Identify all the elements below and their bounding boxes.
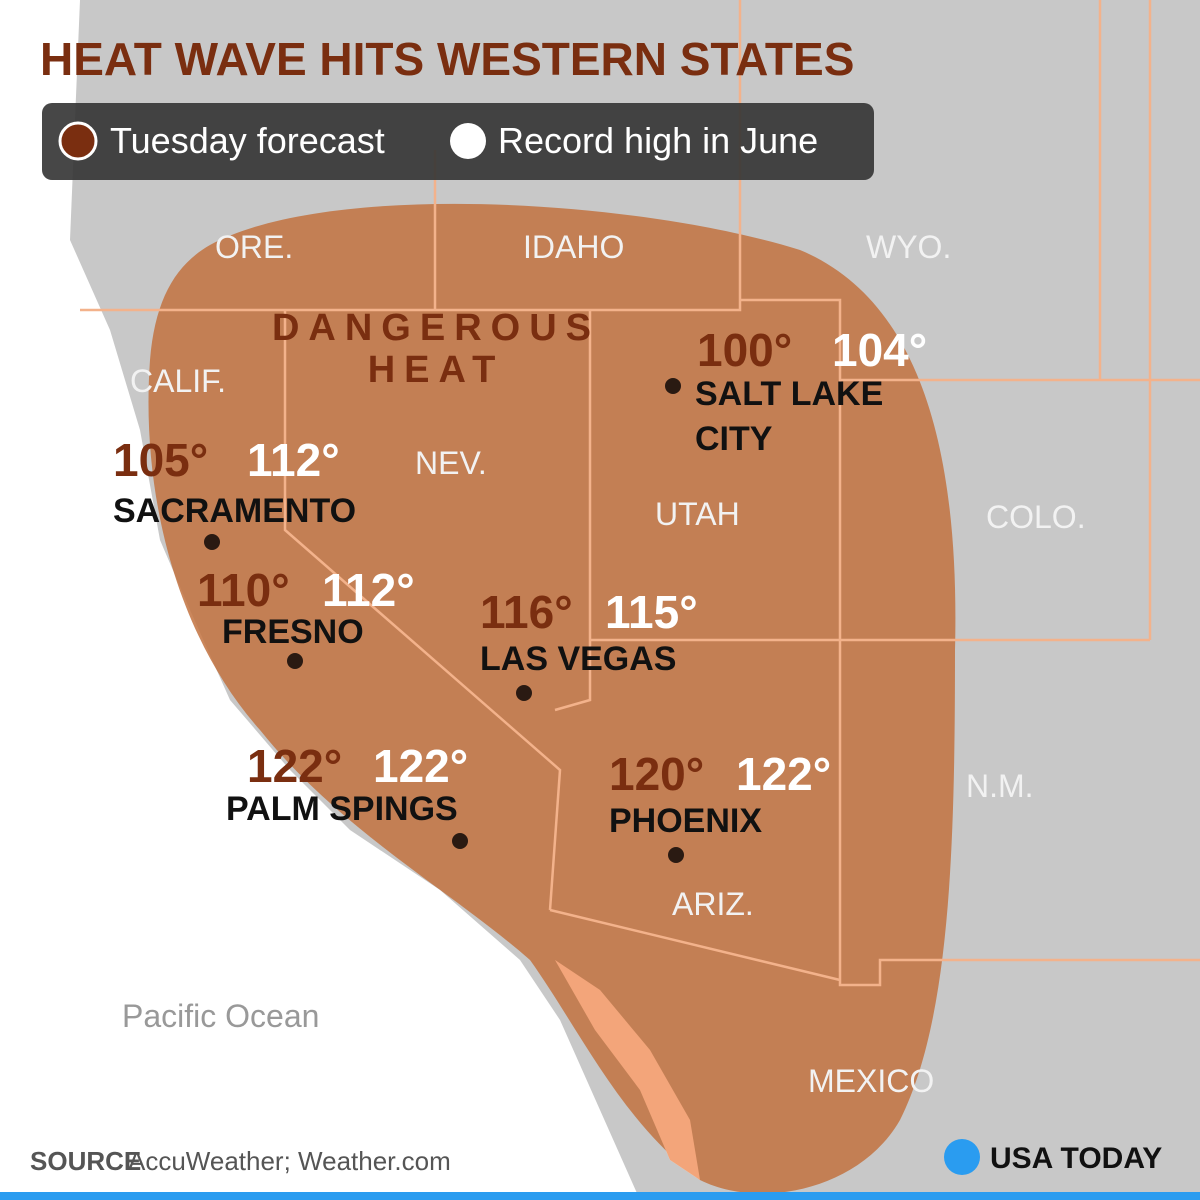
forecast-temp: 105°	[113, 434, 208, 486]
gulf-heat	[555, 960, 700, 1180]
city-name: LAS VEGAS	[480, 640, 676, 678]
legend-swatch	[58, 121, 98, 161]
legend-label: Record high in June	[498, 120, 818, 161]
city-name: SACRAMENTO	[113, 492, 356, 530]
state-label: UTAH	[655, 496, 740, 532]
city-name: PALM SPINGS	[226, 790, 458, 828]
state-label: ORE.	[215, 229, 293, 265]
state-label: ARIZ.	[672, 886, 754, 922]
forecast-temp: 100°	[697, 324, 792, 376]
state-label: WYO.	[866, 229, 951, 265]
city-name: PHOENIX	[609, 802, 762, 840]
city-dot	[204, 534, 220, 550]
record-temp: 122°	[736, 748, 831, 800]
region-label: HEAT	[368, 349, 505, 391]
source: AccuWeather; Weather.com	[128, 1146, 451, 1176]
bottom-bar	[0, 1192, 1200, 1200]
city-dot	[287, 653, 303, 669]
city-name: CITY	[695, 420, 773, 458]
forecast-temp: 110°	[197, 564, 290, 616]
source-label: SOURCE	[30, 1146, 141, 1176]
city-dot	[516, 685, 532, 701]
title: HEAT WAVE HITS WESTERN STATES	[40, 33, 854, 85]
city-dot	[665, 378, 681, 394]
city-name: SALT LAKE	[695, 375, 883, 413]
state-borders	[80, 0, 1200, 987]
heat-zone	[148, 203, 956, 1194]
region-label: DANGEROUS	[272, 307, 600, 349]
logo: USA TODAY	[990, 1142, 1162, 1175]
record-temp: 122°	[373, 740, 468, 792]
logo-mark	[944, 1139, 980, 1175]
record-temp: 104°	[832, 324, 927, 376]
ocean-label: Pacific Ocean	[122, 998, 319, 1034]
forecast-temp: 116°	[480, 586, 573, 638]
record-temp: 112°	[322, 564, 415, 616]
state-label: IDAHO	[523, 229, 624, 265]
forecast-temp: 120°	[609, 748, 704, 800]
legend-label: Tuesday forecast	[110, 120, 385, 161]
state-label: COLO.	[986, 499, 1086, 535]
forecast-temp: 122°	[247, 740, 342, 792]
state-label: CALIF.	[130, 363, 226, 399]
record-temp: 112°	[247, 434, 340, 486]
city-name: FRESNO	[222, 613, 364, 651]
legend-swatch	[450, 123, 486, 159]
state-label: N.M.	[966, 768, 1034, 804]
state-label: MEXICO	[808, 1063, 934, 1099]
city-dot	[452, 833, 468, 849]
city-dot	[668, 847, 684, 863]
state-label: NEV.	[415, 445, 487, 481]
record-temp: 115°	[605, 586, 698, 638]
